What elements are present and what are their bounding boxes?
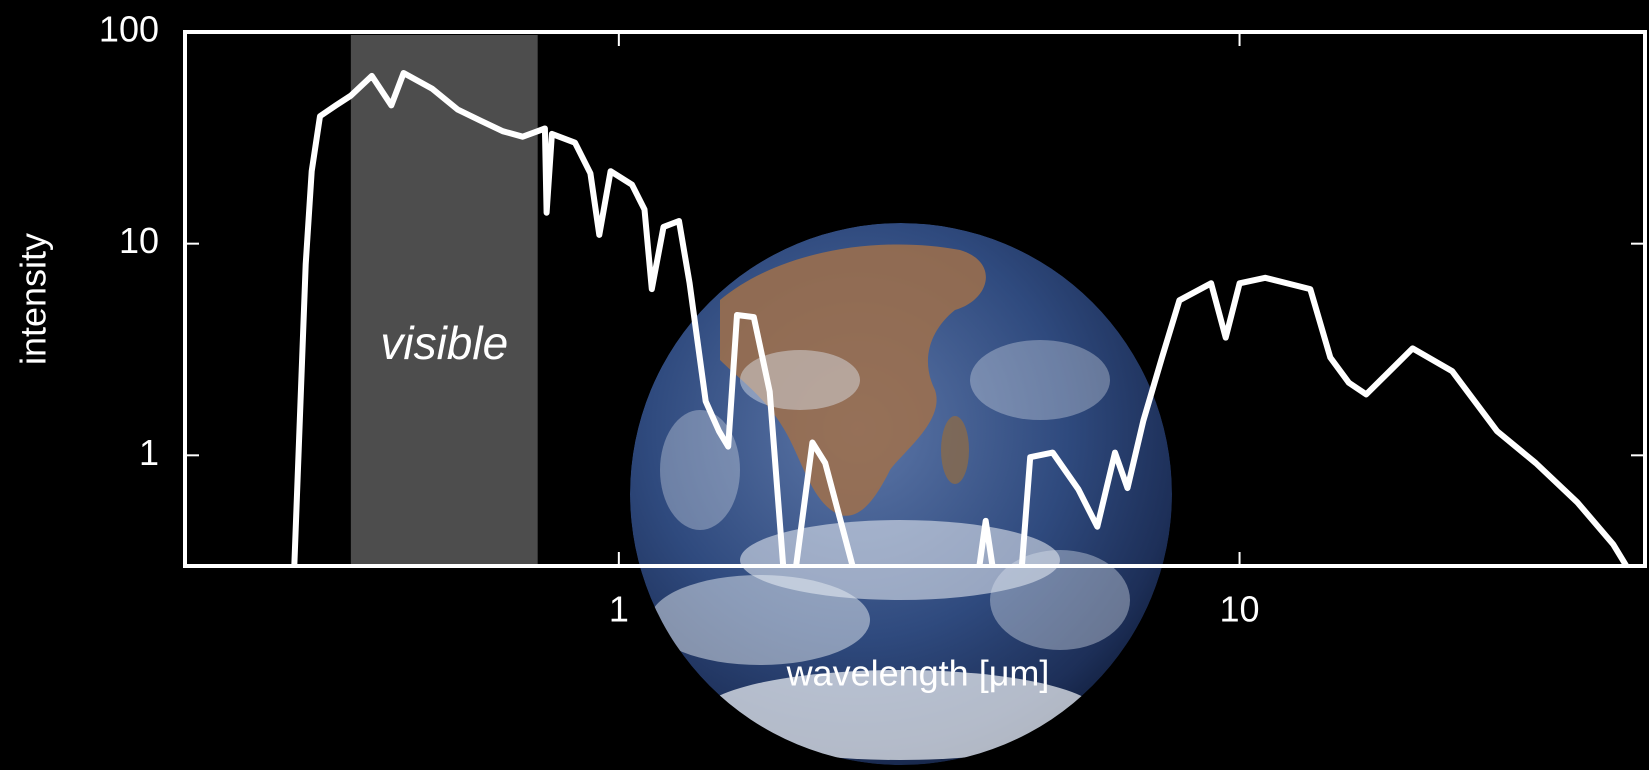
earth-cloud	[970, 340, 1110, 420]
earth-land	[941, 416, 969, 484]
annotation-label: visible	[380, 317, 508, 369]
plot-frame	[183, 30, 1647, 568]
y-tick-label: 100	[99, 9, 159, 50]
y-tick-label: 10	[119, 220, 159, 261]
earth-cloud	[700, 670, 1100, 760]
spectrum-line	[291, 70, 1630, 568]
earth-image	[630, 223, 1172, 765]
x-tick-label: 1	[609, 589, 629, 630]
y-axis-label: intensity	[13, 233, 54, 365]
x-axis-label: wavelength [μm]	[786, 653, 1050, 694]
earth-land	[720, 244, 986, 516]
y-tick-label: 1	[139, 432, 159, 473]
visible-band	[350, 35, 538, 566]
x-tick-label: 10	[1220, 589, 1260, 630]
earth-cloud	[740, 350, 860, 410]
earth-cloud	[740, 520, 1060, 600]
earth-cloud	[660, 410, 740, 530]
earth-cloud	[990, 550, 1130, 650]
earth-cloud	[650, 575, 870, 665]
